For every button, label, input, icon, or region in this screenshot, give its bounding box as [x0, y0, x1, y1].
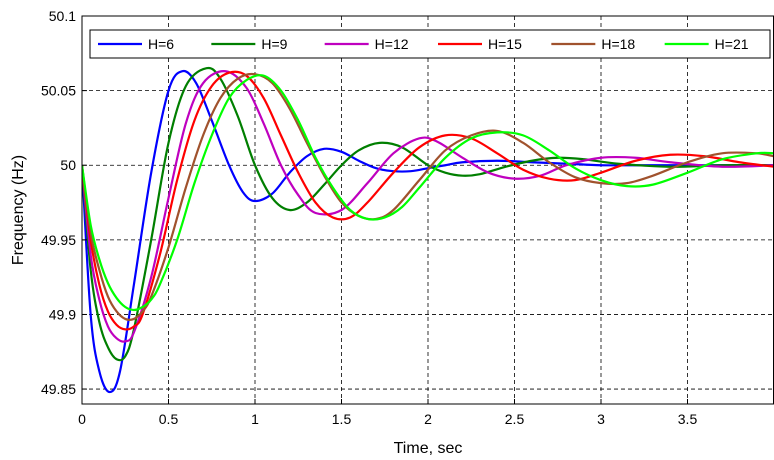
legend-label-h-21: H=21: [715, 36, 749, 52]
legend-box: [89, 29, 771, 59]
y-tick-label: 49.85: [41, 381, 76, 397]
legend-label-h-15: H=15: [488, 36, 522, 52]
legend: H=6 H=9 H=12 H=15 H=18 H=21: [89, 29, 771, 59]
x-tick-label: 0.5: [159, 411, 179, 427]
x-tick-label: 1: [251, 411, 259, 427]
legend-label-h-6: H=6: [148, 36, 174, 52]
x-tick-label: 2.5: [505, 411, 525, 427]
y-tick-label: 50.05: [41, 83, 76, 99]
series-lines: [82, 66, 774, 394]
x-axis-label: Time, sec: [394, 440, 463, 457]
series-line-h-12: [82, 70, 774, 343]
y-tick-label: 49.9: [49, 306, 76, 322]
series-line-h-9: [82, 66, 774, 362]
x-tick-label: 2: [424, 411, 432, 427]
x-tick-label: 3.5: [678, 411, 698, 427]
x-tick-label: 1.5: [332, 411, 352, 427]
y-tick-label: 49.95: [41, 232, 76, 248]
legend-label-h-12: H=12: [375, 36, 409, 52]
y-tick-label: 50: [60, 157, 76, 173]
y-tick-label: 50.1: [49, 8, 76, 24]
legend-label-h-9: H=9: [261, 36, 287, 52]
y-axis-label: Frequency (Hz): [10, 155, 27, 265]
legend-label-h-18: H=18: [601, 36, 635, 52]
series-line-h-6: [82, 69, 774, 394]
x-tick-label: 3: [597, 411, 605, 427]
x-tick-label: 0: [78, 411, 86, 427]
series-line-h-21: [82, 74, 774, 312]
axis-ticks: 0 0.5 1 1.5 2 2.5 3 3.5 49.85 49.9 49.95 50 50.05 50.…: [41, 8, 697, 427]
